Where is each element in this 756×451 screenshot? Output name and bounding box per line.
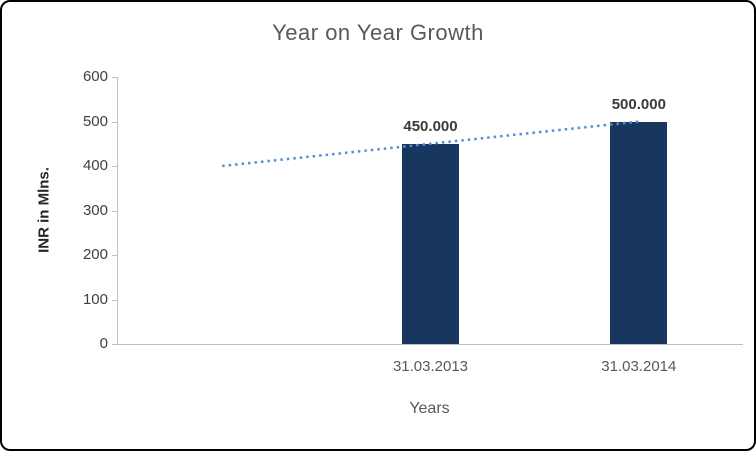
y-tick-label: 400 (82, 157, 108, 174)
y-tick-mark (112, 344, 118, 345)
y-tick-label: 300 (82, 201, 108, 219)
x-tick-label: 31.03.2013 (392, 358, 469, 375)
y-tick-mark (112, 299, 118, 301)
bar-data-label: 450.000 (403, 117, 458, 135)
y-tick-label: 600 (82, 68, 108, 85)
y-tick-label: 200 (82, 246, 108, 263)
trendline-layer (222, 120, 639, 168)
y-tick-mark (112, 210, 118, 212)
y-tick-mark (112, 121, 118, 123)
y-tick-label: 0 (99, 335, 108, 352)
y-axis-title: INR in Mlns. (35, 167, 53, 253)
plot-area: 0 100 200 300 400 500 600 450.000 500.000 31.03.2… (83, 68, 743, 375)
y-tick-mark (112, 77, 118, 78)
y-tick-mark (112, 255, 118, 256)
y-tick-label: 100 (82, 290, 108, 308)
x-axis-title: Years (409, 400, 450, 417)
bar-data-label: 500.000 (611, 95, 666, 113)
chart-title: Year on Year Growth (272, 20, 484, 45)
bar-31.03.2013[interactable] (402, 143, 459, 344)
y-tick-label: 500 (82, 112, 108, 130)
x-tick-label: 31.03.2014 (601, 358, 677, 375)
bar-31.03.2014[interactable] (610, 121, 668, 344)
trendline[interactable] (222, 120, 639, 168)
y-tick-mark (112, 166, 118, 167)
